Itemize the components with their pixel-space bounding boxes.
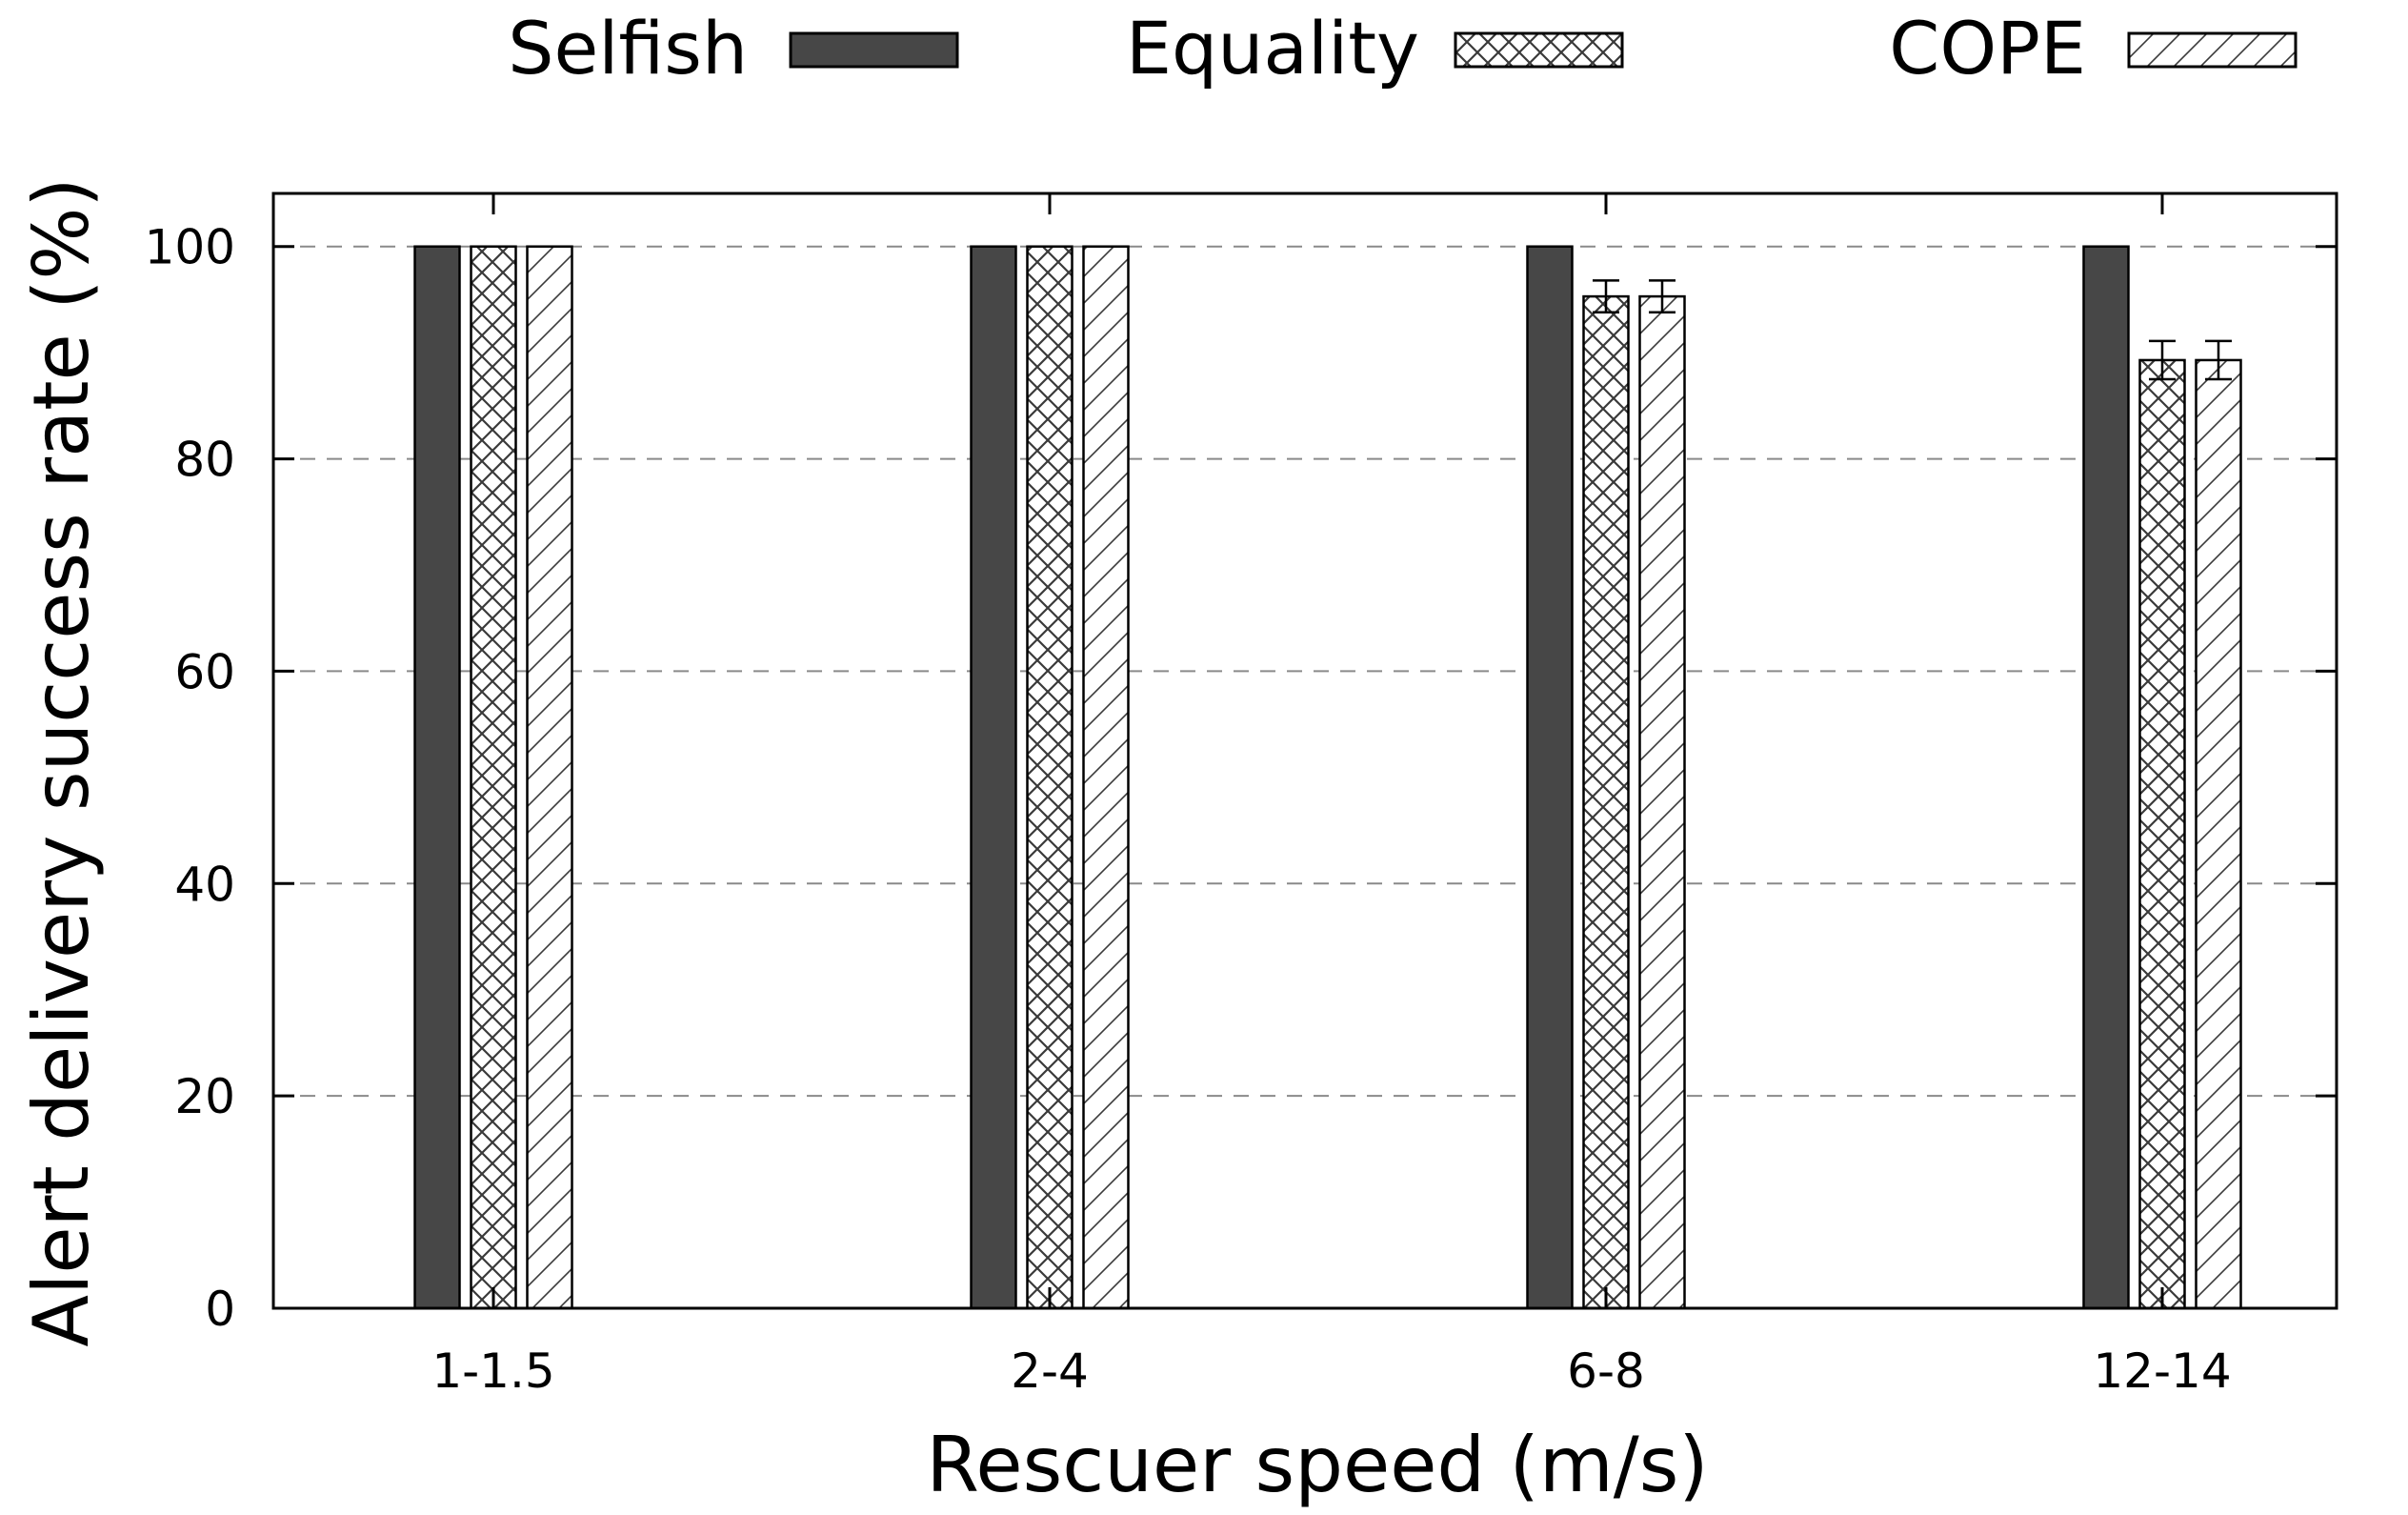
bar-equality-1-1.5	[470, 245, 517, 1310]
bar-equality-2-4	[1026, 245, 1074, 1310]
y-tick-labels: 0 20 40 60 80 100	[145, 220, 235, 1337]
bars	[413, 245, 2242, 1310]
y-tick-label: 80	[174, 433, 235, 488]
bar-selfish-6-8	[1526, 245, 1574, 1310]
error-bar-cope-6-8	[1649, 279, 1676, 314]
legend-swatch-equality	[1454, 31, 1624, 69]
axis-ticks	[273, 193, 2337, 1310]
x-tick-label: 12-14	[2093, 1343, 2231, 1399]
bar-selfish-12-14	[2082, 245, 2130, 1310]
plot-frame	[271, 192, 2338, 1310]
y-tick-label: 100	[145, 220, 235, 275]
gridlines	[273, 245, 2337, 1098]
legend-swatch-selfish	[789, 31, 959, 69]
y-tick-label: 40	[174, 857, 235, 912]
error-bars	[1593, 279, 2232, 381]
x-tick-label: 2-4	[1011, 1343, 1089, 1399]
x-tick-label: 1-1.5	[431, 1343, 554, 1399]
error-bar-equality-12-14	[2149, 339, 2176, 381]
bar-selfish-1-1.5	[413, 245, 461, 1310]
bar-cope-12-14	[2195, 358, 2242, 1310]
x-axis-title: Rescuer speed (m/s)	[926, 1421, 1708, 1509]
bar-selfish-2-4	[970, 245, 1017, 1310]
legend: Selfish Equality COPE	[508, 6, 2298, 91]
legend-swatch-cope	[2127, 31, 2298, 69]
bar-cope-1-1.5	[526, 245, 573, 1310]
bar-cope-2-4	[1082, 245, 1130, 1310]
y-axis-title: Alert delivery success rate (%)	[17, 177, 106, 1346]
y-tick-label: 20	[174, 1069, 235, 1124]
y-tick-label: 60	[174, 644, 235, 699]
bar-equality-12-14	[2138, 358, 2186, 1310]
y-tick-label: 0	[205, 1282, 235, 1337]
legend-label-cope: COPE	[1889, 6, 2086, 91]
legend-label-equality: Equality	[1126, 6, 1419, 91]
bar-cope-6-8	[1638, 294, 1686, 1310]
bar-equality-6-8	[1582, 294, 1630, 1310]
error-bar-equality-6-8	[1593, 279, 1619, 314]
legend-label-selfish: Selfish	[508, 6, 748, 91]
x-tick-labels: 1-1.5 2-4 6-8 12-14	[431, 1343, 2231, 1399]
x-tick-label: 6-8	[1567, 1343, 1645, 1399]
error-bar-cope-12-14	[2205, 339, 2232, 381]
